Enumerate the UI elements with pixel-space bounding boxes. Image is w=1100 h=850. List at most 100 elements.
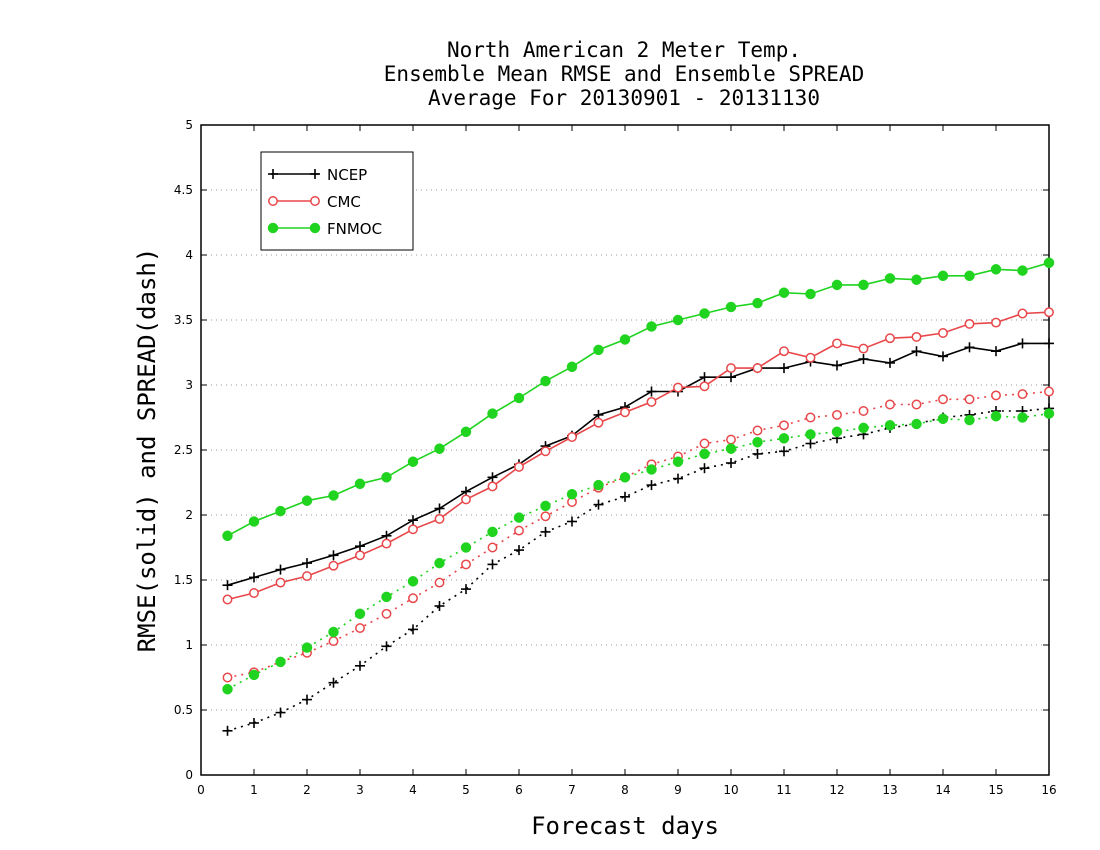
data-point (726, 434, 736, 445)
data-point (779, 420, 789, 431)
data-point (514, 461, 524, 472)
data-point (778, 433, 790, 444)
data-point (434, 577, 445, 588)
data-point (567, 516, 577, 527)
data-point (1017, 389, 1028, 400)
data-point (699, 308, 710, 319)
data-point (249, 718, 259, 728)
legend-label: NCEP (327, 166, 367, 184)
data-point (1017, 412, 1028, 423)
y-tick-label: 2 (185, 508, 193, 522)
data-point (884, 273, 896, 284)
y-tick-label: 1 (185, 638, 193, 652)
data-point (699, 372, 710, 383)
data-point (540, 500, 551, 512)
data-point (699, 448, 710, 460)
data-point (540, 446, 551, 457)
data-point (381, 608, 392, 619)
data-point (461, 494, 471, 505)
data-point (646, 321, 657, 332)
data-point (275, 707, 286, 718)
series-3-dash (222, 403, 1054, 736)
x-tick-label: 7 (568, 783, 576, 797)
data-point (726, 458, 736, 468)
axis-ticks: 00.511.522.533.544.550 1 2 3 4 5 6 7 8 9 10 11 12 13 1… (174, 118, 1057, 797)
data-point (911, 399, 922, 410)
data-point (699, 438, 710, 449)
data-point (328, 560, 339, 571)
data-point (540, 511, 551, 522)
data-point (752, 297, 763, 309)
data-point (964, 342, 975, 353)
x-tick-label: 15 (988, 783, 1003, 797)
data-point (408, 515, 418, 526)
series-line (227, 407, 1050, 732)
y-tick-label: 2.5 (174, 443, 193, 457)
data-point (990, 264, 1002, 275)
x-axis-title: Forecast days (531, 812, 719, 840)
data-point (990, 410, 1002, 422)
data-point (593, 344, 604, 356)
data-point (858, 406, 869, 416)
chart-title-line-2: Ensemble Mean RMSE and Ensemble SPREAD (384, 62, 864, 86)
data-point (222, 672, 233, 683)
data-point (407, 576, 419, 587)
legend-marker (268, 169, 278, 179)
data-point (1017, 265, 1028, 276)
data-point (805, 288, 816, 300)
data-point (355, 550, 365, 561)
data-point (513, 512, 525, 523)
data-point (725, 301, 737, 313)
data-point (858, 354, 869, 364)
series-0-solid (222, 338, 1054, 591)
data-point (461, 584, 471, 595)
data-point (460, 426, 472, 438)
data-point (487, 526, 498, 538)
data-point (911, 346, 922, 357)
data-point (832, 409, 842, 420)
data-point (301, 495, 313, 506)
legend-marker (267, 222, 279, 234)
data-point (408, 593, 418, 604)
y-tick-label: 3.5 (174, 313, 193, 327)
data-point (858, 422, 869, 434)
data-point (1044, 386, 1054, 397)
x-tick-label: 11 (776, 783, 791, 797)
data-point (964, 414, 975, 426)
data-point (381, 538, 392, 549)
data-point (1043, 257, 1055, 269)
data-point (487, 559, 498, 570)
data-point (487, 481, 498, 492)
x-tick-label: 6 (515, 783, 523, 797)
data-point (275, 564, 286, 575)
data-point (778, 287, 790, 298)
data-point (911, 418, 922, 430)
data-point (275, 577, 286, 588)
data-point (726, 372, 736, 383)
data-point (593, 417, 604, 428)
data-point (407, 456, 419, 467)
data-point (275, 505, 286, 517)
legend-marker (309, 222, 321, 234)
data-point (566, 361, 578, 373)
x-tick-label: 10 (723, 783, 738, 797)
data-point (434, 513, 445, 524)
data-point (408, 624, 418, 635)
series-5-dash (222, 408, 1055, 695)
data-point (540, 375, 551, 387)
x-tick-label: 1 (250, 783, 258, 797)
data-point (938, 351, 948, 362)
data-point (884, 420, 896, 431)
data-point (1044, 307, 1054, 318)
data-point (302, 571, 312, 582)
data-point (831, 426, 843, 438)
data-point (832, 338, 842, 349)
data-point (964, 270, 975, 282)
data-point (699, 381, 710, 392)
data-point (964, 318, 975, 329)
data-point (513, 392, 525, 404)
data-point (832, 360, 842, 371)
data-point (566, 488, 578, 500)
data-point (302, 558, 312, 569)
data-point (885, 333, 895, 344)
